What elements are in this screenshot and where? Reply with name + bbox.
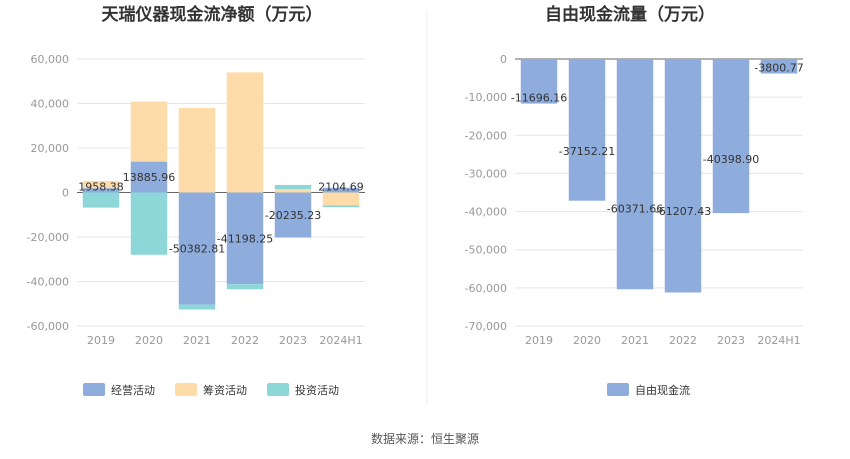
legend-label: 自由现金流 — [635, 383, 690, 397]
y-tick-label: -40,000 — [27, 276, 69, 289]
y-tick-label: 60,000 — [31, 53, 70, 66]
y-tick-label: -10,000 — [465, 91, 507, 104]
bar-series-1 — [82, 181, 120, 189]
data-label: -41198.25 — [217, 232, 273, 245]
bar-primary — [616, 59, 654, 290]
right-chart: 0 -10,000 -20,000 -30,000 -40,000 -50,000 -60,… — [465, 53, 804, 397]
legend-swatch — [607, 383, 629, 396]
bar-primary — [274, 192, 312, 238]
bar-primary — [712, 59, 750, 214]
x-tick-label: 2019 — [525, 334, 553, 347]
y-tick-label: 0 — [62, 187, 69, 200]
bar-series-2 — [322, 205, 360, 208]
legend-swatch — [175, 383, 197, 396]
legend-swatch — [83, 383, 105, 396]
y-tick-label: -30,000 — [465, 167, 507, 180]
data-label: -40398.90 — [703, 153, 759, 166]
left-chart: 60,000 40,000 20,000 0 -20,000 -40,000 -60,000… — [27, 53, 365, 397]
x-tick-label: 2024H1 — [757, 334, 800, 347]
bar-series-2 — [130, 192, 168, 255]
data-label: -60371.66 — [607, 203, 663, 216]
left-chart-title: 天瑞仪器现金流净额（万元） — [102, 4, 323, 25]
bar-primary — [664, 59, 702, 293]
bar-primary — [178, 192, 216, 305]
legend-label: 经营活动 — [111, 383, 155, 397]
x-tick-label: 2022 — [669, 334, 697, 347]
x-tick-label: 2022 — [231, 334, 259, 347]
data-label: 1958.38 — [78, 181, 124, 194]
bar-primary — [322, 187, 360, 193]
x-tick-label: 2019 — [87, 334, 115, 347]
x-tick-label: 2021 — [183, 334, 211, 347]
legend-swatch — [267, 383, 289, 396]
x-tick-label: 2020 — [573, 334, 601, 347]
y-tick-label: -60,000 — [27, 320, 69, 333]
bar-series-2 — [178, 304, 216, 310]
bar-series-1 — [130, 101, 168, 162]
source-note: 数据来源：恒生聚源 — [371, 431, 479, 446]
y-tick-label: -50,000 — [465, 244, 507, 257]
y-tick-label: 20,000 — [31, 142, 70, 155]
y-tick-label: 40,000 — [31, 98, 70, 111]
bar-primary — [82, 188, 120, 193]
bar-primary — [760, 59, 798, 74]
x-tick-label: 2020 — [135, 334, 163, 347]
bar-series-2 — [82, 192, 120, 208]
bar-series-2 — [274, 184, 312, 190]
bar-primary — [226, 192, 264, 285]
bar-series-1 — [178, 107, 216, 193]
data-label: -61207.43 — [655, 205, 711, 218]
x-tick-label: 2021 — [621, 334, 649, 347]
y-tick-label: 0 — [500, 53, 507, 66]
bar-series-2 — [226, 284, 264, 290]
x-tick-label: 2023 — [279, 334, 307, 347]
data-label: 2104.69 — [318, 181, 364, 194]
bar-series-1 — [226, 72, 264, 193]
y-tick-label: -40,000 — [465, 206, 507, 219]
data-label: -50382.81 — [169, 243, 225, 256]
bar-series-1 — [322, 192, 360, 206]
y-tick-label: -60,000 — [465, 282, 507, 295]
data-label: -3800.77 — [754, 61, 803, 74]
data-label: 13885.96 — [123, 171, 176, 184]
bar-primary — [130, 161, 168, 193]
bar-primary — [520, 59, 558, 104]
y-tick-label: -20,000 — [27, 231, 69, 244]
data-label: -20235.23 — [265, 209, 321, 222]
data-label: -37152.21 — [559, 145, 615, 158]
y-tick-label: -70,000 — [465, 320, 507, 333]
legend-label: 投资活动 — [295, 383, 339, 397]
x-tick-label: 2023 — [717, 334, 745, 347]
y-tick-label: -20,000 — [465, 129, 507, 142]
bar-primary — [568, 59, 606, 201]
right-chart-title: 自由现金流量（万元） — [545, 4, 715, 25]
x-tick-label: 2024H1 — [319, 334, 362, 347]
bar-series-1 — [274, 189, 312, 193]
legend-label: 筹资活动 — [203, 383, 247, 397]
data-label: -11696.16 — [511, 92, 567, 105]
